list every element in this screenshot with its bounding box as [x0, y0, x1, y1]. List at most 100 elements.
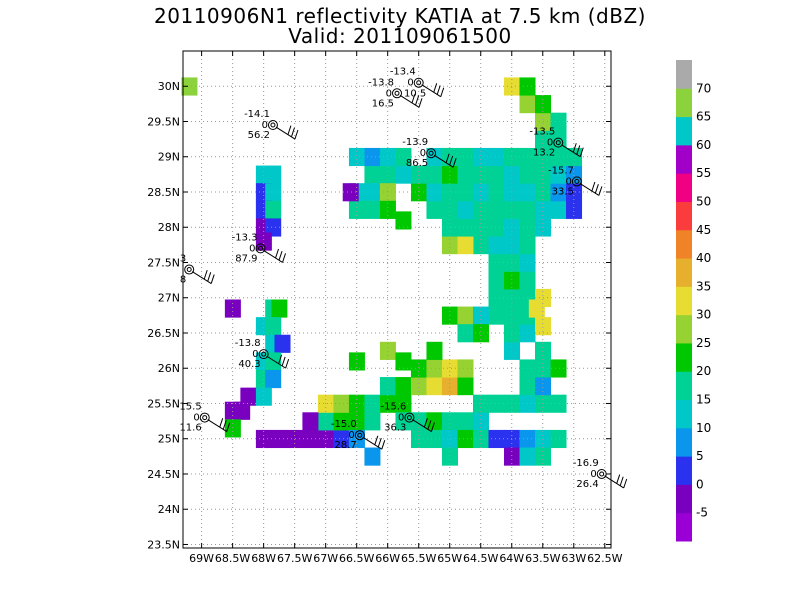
y-tick-label-1: 24N — [158, 503, 180, 516]
station-value-5-0: -15.7 — [548, 165, 574, 176]
reflectivity-cell-44 — [410, 377, 427, 396]
station-core-9 — [202, 415, 208, 421]
wind-barb-flag-7-1 — [207, 272, 212, 282]
reflectivity-cell-60 — [410, 429, 427, 449]
reflectivity-cell-37 — [333, 394, 350, 413]
colorbar-label-15: 70 — [696, 81, 711, 95]
reflectivity-cell-59 — [472, 412, 489, 431]
reflectivity-cell-10 — [224, 299, 241, 318]
reflectivity-cell-14 — [265, 317, 282, 336]
reflectivity-cell-178 — [550, 112, 567, 131]
reflectivity-cell-142 — [426, 165, 443, 184]
wind-barb-flag-3-2 — [445, 153, 450, 163]
colorbar-swatch-14 — [676, 116, 692, 146]
wind-barb-flag-5-0 — [598, 186, 603, 196]
reflectivity-cell-141 — [410, 165, 427, 184]
wind-barb-flag-2-2 — [287, 125, 292, 135]
reflectivity-cell-2 — [265, 165, 282, 184]
reflectivity-cell-162 — [488, 147, 505, 167]
wind-barb-11 — [412, 419, 432, 433]
reflectivity-cell-159 — [441, 147, 458, 167]
reflectivity-cell-4 — [265, 183, 282, 202]
reflectivity-cell-126 — [519, 200, 536, 219]
wind-barb-flag-7-0 — [210, 274, 215, 284]
wind-barb-2 — [275, 126, 296, 140]
colorbar-swatch-11 — [676, 201, 692, 231]
station-value-12-2: 26.4 — [576, 479, 598, 490]
reflectivity-cell-139 — [566, 183, 583, 202]
reflectivity-cell-32 — [317, 412, 334, 431]
reflectivity-cell-34 — [348, 412, 365, 431]
reflectivity-cell-140 — [395, 165, 412, 184]
reflectivity-cell-179 — [519, 95, 536, 114]
reflectivity-cell-21 — [240, 387, 257, 406]
reflectivity-cell-98 — [504, 288, 521, 308]
reflectivity-cell-39 — [364, 394, 381, 413]
wind-barb-flag-8-1 — [281, 356, 286, 367]
colorbar-label-3: 10 — [696, 421, 711, 435]
wind-barb-flag-8-0 — [285, 358, 290, 369]
x-tick-label-7: 65.5W — [401, 552, 436, 565]
colorbar-swatch-6 — [676, 342, 692, 372]
reflectivity-cell-70 — [504, 447, 521, 466]
colorbar-label-10: 45 — [696, 223, 711, 237]
station-value-5-1: 0 — [566, 176, 572, 187]
x-tick-label-1: 68.5W — [215, 552, 250, 565]
station-value-4-2: 13.2 — [533, 148, 555, 159]
colorbar-swatch-4 — [676, 399, 692, 429]
reflectivity-cell-163 — [504, 147, 521, 167]
station-ring-6 — [255, 243, 266, 254]
y-tick-label-0: 23.5N — [147, 538, 180, 551]
x-tick-label-0: 69W — [189, 552, 214, 565]
wind-barb-flag-9-2 — [219, 418, 224, 428]
reflectivity-cell-80 — [519, 377, 536, 396]
reflectivity-cell-155 — [364, 147, 381, 167]
wind-barb-5 — [579, 182, 600, 196]
station-7: 38 — [180, 254, 215, 286]
wind-barb-flag-12-1 — [619, 476, 624, 486]
station-ring-9 — [199, 412, 210, 423]
reflectivity-cell-104 — [488, 253, 505, 272]
x-tick-label-5: 66.5W — [339, 552, 374, 565]
station-ring-1 — [413, 77, 424, 88]
wind-barb-flag-9-0 — [226, 422, 231, 432]
colorbar-swatch-10 — [676, 229, 692, 259]
reflectivity-cell-154 — [348, 147, 365, 167]
station-value-5-2: 33.5 — [552, 186, 574, 197]
reflectivity-cell-117 — [457, 236, 474, 255]
station-value-12-1: 0 — [590, 469, 596, 480]
reflectivity-cell-135 — [504, 183, 521, 202]
y-tick-label-13: 30N — [158, 80, 180, 93]
reflectivity-cell-143 — [441, 165, 458, 184]
station-value-7-2: 8 — [180, 275, 186, 286]
reflectivity-cell-188 — [348, 352, 365, 371]
wind-barb-flag-10-2 — [374, 435, 379, 445]
station-extra-0: 10.5 — [404, 88, 426, 99]
colorbar-label-13: 60 — [696, 138, 711, 152]
y-tick-label-8: 27.5N — [147, 256, 180, 269]
reflectivity-cell-22 — [255, 387, 272, 406]
reflectivity-cell-145 — [472, 165, 489, 184]
reflectivity-cell-103 — [519, 271, 536, 290]
reflectivity-cell-147 — [504, 165, 521, 184]
station-value-8-1: 0 — [252, 349, 258, 360]
reflectivity-cell-119 — [457, 218, 474, 237]
station-value-12-0: -16.9 — [573, 458, 599, 469]
wind-barb-flag-3-0 — [452, 158, 457, 168]
reflectivity-cell-191 — [302, 412, 319, 431]
station-core-6 — [258, 245, 264, 251]
reflectivity-cell-134 — [488, 183, 505, 202]
station-value-8-2: 40.3 — [238, 359, 260, 370]
wind-barb-flag-10-1 — [377, 437, 382, 448]
reflectivity-cell-93 — [457, 306, 474, 325]
colorbar-label-7: 30 — [696, 308, 711, 322]
station-value-9-0: -15.5 — [176, 402, 202, 413]
station-value-10-2: 28.7 — [335, 440, 357, 451]
wind-barb-9 — [207, 419, 227, 433]
reflectivity-cell-172 — [342, 183, 359, 202]
wind-barb-flag-0-1 — [415, 95, 419, 106]
station-value-2-0: -14.1 — [244, 109, 270, 120]
